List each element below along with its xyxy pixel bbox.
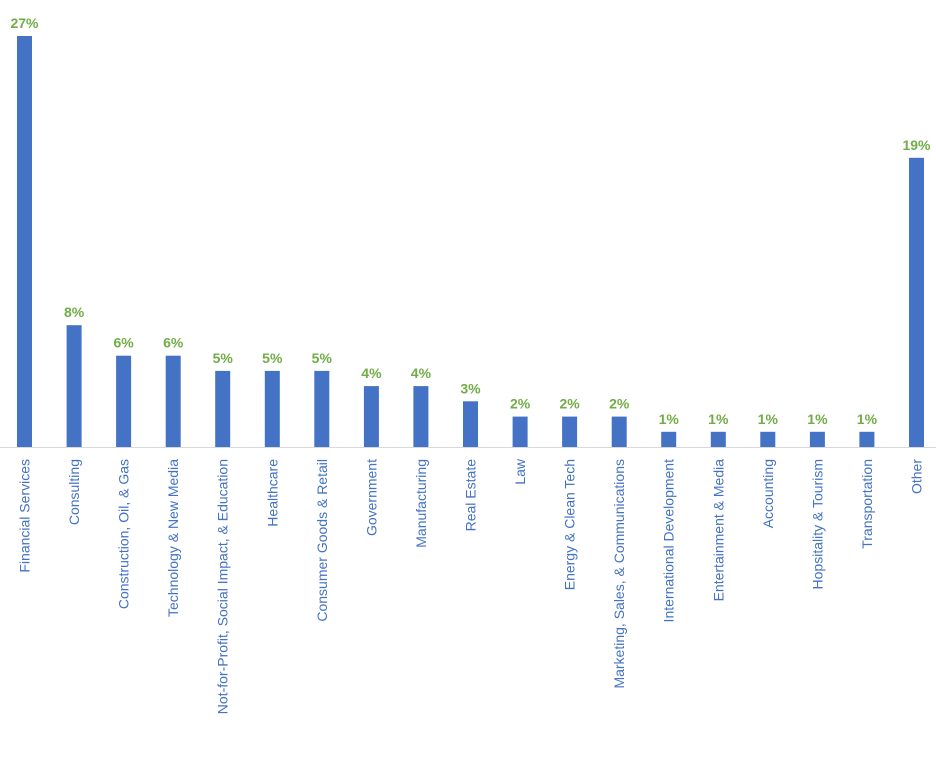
x-tick-label-11: Law	[512, 458, 528, 485]
bar-16	[760, 431, 776, 447]
data-label-16: 1%	[758, 411, 779, 427]
bar-14	[661, 431, 677, 447]
x-tick-label-18: Transportation	[859, 459, 875, 549]
bar-5	[215, 370, 231, 447]
bar-6	[264, 370, 280, 447]
data-label-1: 27%	[10, 15, 39, 31]
bar-12	[562, 416, 578, 447]
x-tick-label-15: Entertainment & Media	[710, 459, 726, 602]
x-tick-label-1: Financial Services	[17, 459, 33, 573]
bar-10	[463, 401, 478, 447]
data-label-12: 2%	[559, 396, 580, 412]
x-tick-label-14: International Development	[661, 459, 677, 623]
x-tick-label-6: Healthcare	[264, 459, 280, 527]
x-tick-label-8: Government	[363, 459, 379, 536]
bar-7	[314, 370, 330, 447]
data-label-17: 1%	[807, 411, 828, 427]
x-tick-label-13: Marketing, Sales, & Communications	[611, 459, 627, 689]
data-label-9: 4%	[411, 365, 432, 381]
bar-4	[165, 355, 181, 447]
data-label-18: 1%	[857, 411, 878, 427]
bar-9	[413, 386, 429, 447]
bar-group	[17, 36, 924, 448]
data-label-4: 6%	[163, 335, 184, 351]
data-label-5: 5%	[213, 350, 234, 366]
data-label-13: 2%	[609, 396, 630, 412]
data-label-15: 1%	[708, 411, 729, 427]
data-label-6: 5%	[262, 350, 283, 366]
data-label-19: 19%	[902, 137, 931, 153]
data-label-2: 8%	[64, 304, 85, 320]
bar-2	[66, 325, 82, 447]
bar-18	[859, 431, 875, 447]
data-label-3: 6%	[113, 335, 134, 351]
bar-1	[17, 36, 32, 447]
data-label-group: 27% 8% 6% 6% 5% 5% 5% 4% 4% 3% 2% 2% 2% 1% 1% 1% 1% 1% 19%	[10, 15, 931, 427]
x-tick-label-10: Real Estate	[463, 459, 479, 532]
x-tick-label-group: Financial Services Consulting Construction…	[17, 458, 925, 714]
x-tick-label-5: Not-for-Profit, Social Impact, & Educati…	[215, 459, 231, 714]
data-label-8: 4%	[361, 365, 382, 381]
data-label-10: 3%	[460, 380, 481, 396]
x-tick-label-9: Manufacturing	[413, 459, 429, 548]
bar-19	[909, 157, 924, 448]
x-tick-label-3: Construction, Oil, & Gas	[116, 459, 132, 609]
x-tick-label-19: Other	[909, 459, 925, 494]
x-tick-label-16: Accounting	[760, 459, 776, 528]
data-label-14: 1%	[659, 411, 680, 427]
bar-3	[116, 355, 132, 447]
bar-17	[809, 431, 825, 447]
x-tick-label-17: Hopsitality & Tourism	[809, 459, 825, 589]
x-tick-label-7: Consumer Goods & Retail	[314, 459, 330, 622]
bar-11	[512, 416, 528, 447]
bar-13	[611, 416, 627, 447]
x-tick-label-12: Energy & Clean Tech	[562, 459, 578, 590]
bar-8	[363, 386, 379, 447]
bar-15	[710, 431, 726, 447]
data-label-11: 2%	[510, 396, 531, 412]
x-tick-label-2: Consulting	[66, 459, 82, 525]
data-label-7: 5%	[312, 350, 333, 366]
x-tick-label-4: Technology & New Media	[165, 459, 181, 617]
